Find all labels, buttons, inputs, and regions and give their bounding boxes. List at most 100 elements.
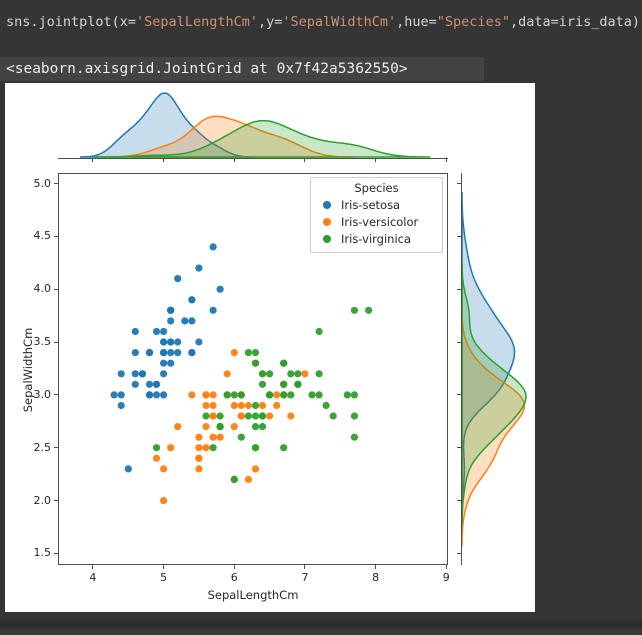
y-tick-label: 1.5 bbox=[33, 546, 52, 560]
code-string-token: "Species" bbox=[436, 14, 510, 30]
scatter-point bbox=[202, 412, 210, 420]
scatter-point bbox=[160, 370, 168, 378]
scatter-point bbox=[202, 391, 210, 399]
scatter-point bbox=[209, 401, 217, 410]
scatter-point bbox=[188, 349, 196, 357]
scatter-point bbox=[160, 359, 168, 367]
scatter-point bbox=[167, 349, 175, 357]
scatter-point bbox=[251, 359, 260, 367]
right-kde-curve bbox=[462, 262, 527, 527]
scatter-point bbox=[188, 391, 196, 399]
top-marginal-tick bbox=[304, 158, 306, 162]
scatter-point bbox=[181, 317, 189, 325]
scatter-point bbox=[294, 370, 302, 378]
scatter-point bbox=[174, 338, 182, 346]
scatter-point bbox=[258, 423, 267, 431]
y-tick bbox=[54, 288, 58, 290]
y-tick bbox=[54, 394, 58, 396]
code-cell-line[interactable]: sns.jointplot(x='SepalLengthCm',y='Sepal… bbox=[6, 12, 642, 32]
scatter-plot bbox=[110, 243, 373, 505]
code-token: ,hue= bbox=[396, 14, 437, 30]
y-tick-label: 4.5 bbox=[33, 229, 52, 243]
scatter-point bbox=[117, 370, 125, 378]
versicolor-marker-icon bbox=[323, 217, 331, 226]
scatter-point bbox=[167, 444, 175, 452]
scatter-point bbox=[273, 391, 281, 399]
scatter-point bbox=[287, 391, 295, 399]
x-axis-label: SepalLengthCm bbox=[207, 588, 299, 602]
cell-output-row[interactable]: <seaborn.axisgrid.JointGrid at 0x7f42a53… bbox=[0, 57, 484, 81]
scatter-point bbox=[294, 380, 302, 388]
scatter-point bbox=[167, 317, 175, 325]
scatter-point bbox=[195, 454, 203, 462]
scatter-point bbox=[145, 391, 154, 399]
scatter-point bbox=[329, 412, 337, 420]
y-tick bbox=[54, 235, 58, 237]
scatter-point bbox=[167, 359, 175, 367]
legend-item: Iris-setosa bbox=[317, 196, 436, 213]
top-marginal-tick bbox=[375, 158, 377, 162]
right-kde-curve bbox=[462, 307, 526, 547]
scatter-point bbox=[202, 423, 210, 431]
scatter-point bbox=[230, 391, 238, 399]
legend-item: Iris-virginica bbox=[317, 230, 436, 247]
scatter-point bbox=[195, 433, 203, 441]
legend: Species Iris-setosa Iris-versicolor Iris… bbox=[310, 177, 443, 253]
x-tick-label: 9 bbox=[442, 571, 450, 584]
setosa-marker-icon bbox=[323, 200, 331, 209]
scatter-point bbox=[251, 349, 260, 357]
scatter-point bbox=[152, 444, 161, 452]
scatter-point bbox=[209, 433, 217, 441]
scatter-point bbox=[188, 296, 196, 304]
scatter-point bbox=[160, 338, 168, 346]
cell-bottom-divider bbox=[0, 618, 642, 635]
x-tick-label: 6 bbox=[230, 571, 238, 584]
scatter-point bbox=[110, 391, 118, 399]
scatter-point bbox=[237, 412, 245, 420]
x-tick bbox=[445, 565, 447, 569]
legend-label: Iris-setosa bbox=[341, 197, 401, 212]
scatter-point bbox=[350, 412, 358, 420]
legend-label: Iris-versicolor bbox=[341, 214, 419, 229]
scatter-point bbox=[266, 391, 274, 399]
scatter-point bbox=[266, 412, 274, 420]
code-token: sns.jointplot(x= bbox=[6, 14, 137, 30]
scatter-point bbox=[131, 370, 139, 378]
scatter-point bbox=[216, 285, 224, 293]
scatter-point bbox=[124, 465, 132, 473]
scatter-point bbox=[230, 475, 238, 483]
right-marginal-tick bbox=[457, 288, 461, 290]
y-tick-label: 3.5 bbox=[33, 335, 52, 349]
scatter-point bbox=[280, 380, 288, 388]
jointplot-figure: Species Iris-setosa Iris-versicolor Iris… bbox=[5, 83, 535, 612]
scatter-point bbox=[244, 401, 252, 410]
scatter-point bbox=[152, 391, 161, 399]
code-string-token: 'SepalWidthCm' bbox=[282, 14, 397, 30]
scatter-point bbox=[322, 401, 330, 410]
scatter-point bbox=[237, 391, 245, 399]
scatter-point bbox=[131, 380, 139, 388]
code-token: ,y= bbox=[257, 14, 283, 30]
legend-title: Species bbox=[354, 181, 399, 195]
x-tick bbox=[375, 565, 377, 569]
scatter-point bbox=[145, 380, 154, 388]
scatter-point bbox=[266, 370, 274, 378]
scatter-point bbox=[216, 433, 224, 441]
top-marginal-tick bbox=[445, 158, 447, 162]
scatter-point bbox=[244, 349, 252, 357]
scatter-point bbox=[188, 317, 196, 325]
joint-scatter-axes bbox=[58, 173, 448, 565]
scatter-point bbox=[350, 391, 358, 399]
scatter-point bbox=[280, 359, 288, 367]
scatter-point bbox=[244, 412, 252, 420]
right-marginal-axes bbox=[461, 173, 532, 565]
scatter-point bbox=[209, 444, 217, 452]
scatter-point bbox=[230, 349, 238, 357]
scatter-point bbox=[280, 444, 288, 452]
scatter-point bbox=[343, 391, 351, 399]
y-tick bbox=[54, 552, 58, 554]
code-string-token: 'SepalLengthCm' bbox=[136, 14, 258, 30]
scatter-point bbox=[350, 433, 358, 441]
scatter-point bbox=[209, 243, 217, 251]
scatter-point bbox=[273, 401, 281, 410]
